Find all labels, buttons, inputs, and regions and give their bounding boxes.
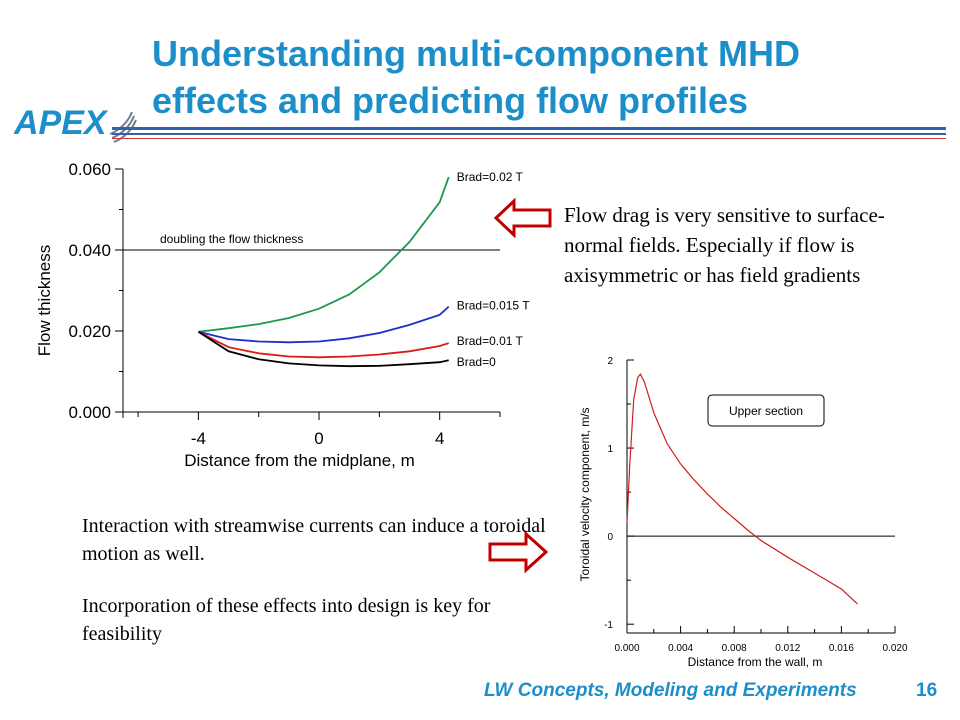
y-tick-label: 0.000: [68, 403, 111, 422]
flow-drag-note: Flow drag is very sensitive to surface- …: [564, 203, 885, 287]
y-tick-label: 2: [607, 356, 613, 367]
series-line-3: [197, 331, 449, 368]
series-label-0: Brad=0.02 T: [457, 170, 524, 184]
y-tick-label: 0.060: [68, 160, 111, 179]
x-axis-label: Distance from the wall, m: [688, 655, 823, 669]
left-arrow-icon: [494, 198, 552, 238]
upper-section-label: Upper section: [729, 404, 803, 418]
x-tick-label: -4: [191, 429, 206, 448]
title-line-2: effects and predicting flow profiles: [152, 80, 749, 121]
y-tick-label: 0.020: [68, 322, 111, 341]
velocity-series-line: [626, 372, 858, 605]
x-tick-label: 0.000: [614, 643, 639, 654]
series-line-0: [198, 176, 450, 333]
header-rule-top: [112, 127, 946, 130]
y-tick-label: 1: [607, 444, 613, 455]
y-axis-label: Flow thickness: [35, 245, 54, 356]
page-number: 16: [916, 680, 938, 701]
x-tick-label: 0.012: [775, 643, 800, 654]
reference-line-label: doubling the flow thickness: [160, 232, 303, 246]
y-axis-label: Toroidal velocity component, m/s: [578, 407, 592, 581]
apex-logo: APEX: [14, 104, 137, 143]
series-label-1: Brad=0.015 T: [457, 299, 531, 313]
series-line-2: [197, 330, 449, 359]
x-tick-label: 0.004: [668, 643, 693, 654]
title-line-1: Understanding multi-component MHD: [152, 33, 800, 74]
series-label-2: Brad=0.01 T: [457, 334, 524, 348]
header-rule-bottom: [112, 138, 946, 139]
footer-text: LW Concepts, Modeling and Experiments: [484, 680, 857, 701]
x-tick-label: 0.016: [829, 643, 854, 654]
incorporation-note: Incorporation of these effects into desi…: [82, 595, 491, 645]
x-tick-label: 0: [314, 429, 323, 448]
upper-section-box: [707, 394, 825, 427]
y-tick-label: -1: [604, 620, 613, 631]
right-arrow-icon: [488, 530, 549, 574]
y-tick-label: 0.040: [68, 241, 111, 260]
series-label-3: Brad=0: [457, 355, 496, 369]
toroidal-velocity-chart: -1 0 1 2 0.000 0.004 0.008 0.012 0.016 0.020 Dista…: [578, 356, 908, 669]
x-tick-label: 0.008: [722, 643, 747, 654]
x-axis-label: Distance from the midplane, m: [184, 451, 415, 470]
header-rule-middle: [112, 133, 946, 135]
x-tick-label: 4: [435, 429, 444, 448]
x-tick-label: 0.020: [882, 643, 907, 654]
interaction-note: Interaction with streamwise currents can…: [82, 515, 546, 565]
series-line-1: [198, 306, 450, 344]
slide-title: Understanding multi-component MHD effect…: [152, 30, 952, 124]
y-tick-label: 0: [607, 532, 613, 543]
apex-logo-text: APEX: [14, 104, 109, 142]
flow-thickness-chart: 0.000 0.020 0.040 0.060 -4 0 4 Distance from th…: [35, 160, 531, 470]
